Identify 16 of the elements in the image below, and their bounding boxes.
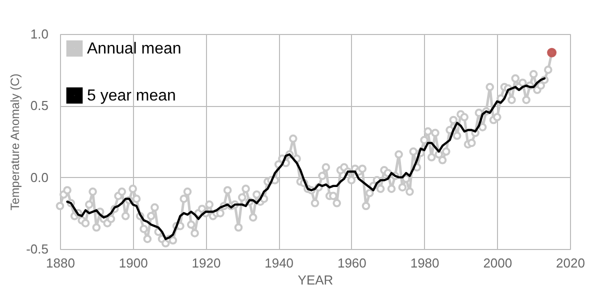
- x-tick-label: 1960: [337, 256, 366, 270]
- x-tick-label: 1880: [46, 256, 75, 270]
- x-tick-label: 1940: [264, 256, 294, 270]
- x-axis-title: YEAR: [298, 272, 334, 288]
- x-tick-label: 2000: [483, 256, 512, 270]
- legend-label: 5 year mean: [87, 88, 176, 104]
- y-tick-label: 1.0: [30, 26, 48, 42]
- legend-label: Annual mean: [87, 40, 182, 58]
- y-tick-label: 0.0: [30, 170, 48, 185]
- x-tick-label: 1920: [192, 256, 221, 270]
- y-tick-label: 0.5: [30, 98, 48, 114]
- x-tick-label: 1900: [118, 256, 148, 270]
- x-tick-label: 2020: [556, 256, 585, 270]
- y-tick-label: -0.5: [26, 242, 48, 256]
- x-tick-label: 1980: [410, 256, 440, 270]
- y-axis-title: Temperature Anomaly (C): [8, 74, 22, 210]
